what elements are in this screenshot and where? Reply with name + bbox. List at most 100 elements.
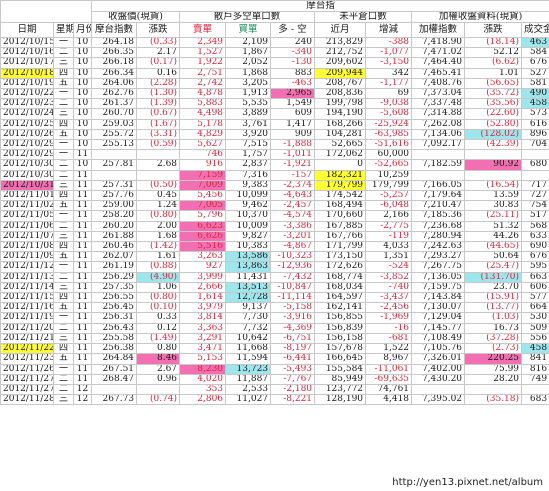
row-weekday: 一: [53, 139, 74, 151]
row-near-month: 199,798: [314, 98, 367, 110]
row-date: 2012/10/15: [0, 36, 54, 49]
row-oi-change: -69,635: [365, 373, 413, 385]
row-weekday: 五: [53, 353, 74, 365]
row-weekday: 五: [53, 77, 74, 90]
row-mt-change: 2.67: [136, 363, 181, 375]
row-mt-change: [136, 383, 181, 396]
row-taiex: 7,471.02: [411, 47, 466, 59]
row-near-month: 123,772: [314, 383, 367, 396]
header-top-title: 摩台指: [91, 0, 549, 12]
row-turnover: 690: [521, 241, 549, 253]
row-turnover: 568: [521, 220, 549, 232]
row-retail-long: 13,723: [225, 363, 272, 375]
row-turnover: [521, 169, 549, 181]
row-oi-change: 2,166: [365, 210, 413, 222]
row-mt-change: (0.74): [136, 394, 181, 406]
row-mt-index: 264.06: [91, 77, 138, 90]
row-mt-change: 0.96: [136, 373, 181, 385]
row-weekday: 一: [53, 363, 74, 375]
row-taiex-change: (56.65): [464, 77, 523, 90]
row-turnover: 717: [521, 179, 549, 192]
row-retail-long: 11,887: [225, 373, 272, 385]
row-date: 2012/11/23: [0, 353, 54, 365]
row-near-month: 166,645: [314, 353, 367, 365]
row-taiex-change: 44.26: [464, 230, 523, 243]
row-taiex: 7,337.48: [411, 98, 466, 110]
row-taiex-change: (52.80): [464, 118, 523, 130]
row-long-short: -340: [270, 47, 316, 59]
row-near-month: 168,494: [314, 200, 367, 212]
row-taiex: 7,262.08: [411, 118, 466, 130]
row-turnover: 458: [521, 98, 549, 110]
row-month: 11: [72, 169, 93, 181]
table-row: 2012/11/08 四 11 260.46 (1.42) 5,516 10,383 -4,8…: [0, 241, 549, 253]
row-mt-index: 262.07: [91, 251, 138, 263]
row-oi-change: 10,259: [365, 169, 413, 181]
table-row: 2012/10/26 五 10 255.72 (3.31) 4,829 3,920 909 10…: [0, 128, 549, 141]
row-turnover: 704: [521, 139, 549, 151]
row-retail-long: 3,889: [225, 108, 272, 120]
row-date: 2012/10/30: [0, 169, 54, 181]
row-long-short: -4,574: [270, 210, 316, 222]
row-mt-index: 258.20: [91, 210, 138, 222]
row-taiex: 7,130.07: [411, 302, 466, 314]
row-date: 2012/11/27: [0, 383, 54, 396]
row-taiex: 7,395.02: [411, 394, 466, 406]
row-long-short: 609: [270, 108, 316, 120]
row-month: 11: [72, 251, 93, 263]
row-taiex-change: (25.47): [464, 261, 523, 273]
row-retail-short: 4,020: [179, 373, 227, 385]
row-oi-change: -1,177: [365, 77, 413, 90]
row-month: 10: [72, 47, 93, 59]
row-taiex-change: 50.64: [464, 251, 523, 263]
row-taiex-change: 28.20: [464, 373, 523, 385]
row-weekday: 三: [53, 230, 74, 243]
row-near-month: 168,034: [314, 281, 367, 294]
row-oi-change: 179,799: [365, 179, 413, 192]
row-long-short: -130: [270, 57, 316, 69]
table-row: 2012/10/22 一 10 262.76 (1.30) 4,878 1,913 2,965…: [0, 88, 549, 100]
row-mt-index: 255.13: [91, 139, 138, 151]
table-row: 2012/11/28 三 12 267.73 (0.74) 2,806 11,027 -8,2…: [0, 394, 549, 406]
row-taiex-change: (6.62): [464, 57, 523, 69]
row-long-short: -1,921: [270, 159, 316, 171]
row-oi-change: -25,924: [365, 118, 413, 130]
row-month: 11: [72, 312, 93, 324]
row-retail-short: 2,666: [179, 281, 227, 294]
row-turnover: 663: [521, 271, 549, 283]
row-retail-short: 746: [179, 149, 227, 161]
row-retail-long: 1,868: [225, 67, 272, 79]
row-mt-change: (1.39): [136, 98, 181, 110]
row-near-month: 172,062: [314, 149, 367, 161]
row-retail-short: 5,883: [179, 98, 227, 110]
row-retail-long: 11,027: [225, 394, 272, 406]
col-long-short: 多 - 空: [270, 22, 316, 38]
row-retail-short: 5,178: [179, 118, 227, 130]
row-retail-long: 3,205: [225, 77, 272, 90]
row-taiex-change: 23.70: [464, 281, 523, 294]
row-taiex-change: (15.91): [464, 292, 523, 304]
row-taiex-change: (37.28): [464, 332, 523, 345]
row-month: 11: [72, 322, 93, 334]
row-long-short: -4,643: [270, 190, 316, 202]
row-retail-short: 3,363: [179, 322, 227, 334]
row-date: 2012/11/06: [0, 220, 54, 232]
row-month: 10: [72, 139, 93, 151]
row-month: 11: [72, 261, 93, 273]
row-weekday: 一: [53, 210, 74, 222]
row-turnover: 517: [521, 210, 549, 222]
row-month: 11: [72, 200, 93, 212]
row-month: 11: [72, 343, 93, 355]
row-month: 11: [72, 190, 93, 202]
table-row: 2012/11/26 一 11 267.51 2.67 8,230 13,723 -5,493…: [0, 363, 549, 375]
row-turnover: 749: [521, 373, 549, 385]
row-date: 2012/11/13: [0, 271, 54, 283]
row-taiex: 7,464.40: [411, 57, 466, 69]
table-row: 2012/11/16 五 11 256.45 (0.10) 3,979 9,137 -5,15…: [0, 302, 549, 314]
row-taiex-change: 16.73: [464, 322, 523, 334]
row-near-month: 155,584: [314, 363, 367, 375]
row-taiex: 7,236.68: [411, 220, 466, 232]
row-weekday: 五: [53, 200, 74, 212]
row-date: 2012/11/09: [0, 251, 54, 263]
row-mt-index: 257.76: [91, 190, 138, 202]
